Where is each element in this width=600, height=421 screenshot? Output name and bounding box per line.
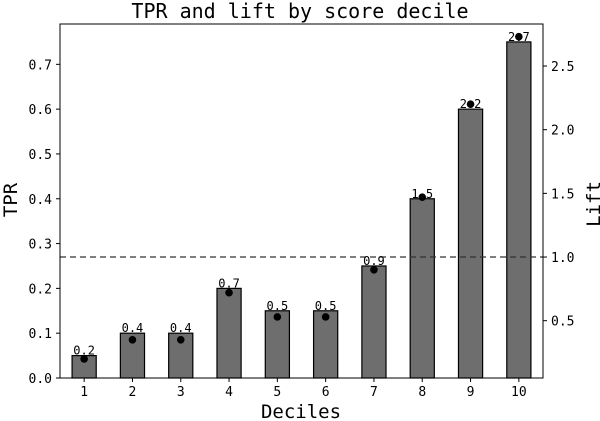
data-label: 0.2 xyxy=(73,344,95,358)
data-label: 0.4 xyxy=(170,321,192,335)
x-tick-label: 6 xyxy=(322,385,330,400)
bar xyxy=(216,287,242,379)
y-ticks: 0.0 0.1 0.2 0.3 0.4 0.5 0.6 0.7 xyxy=(29,58,60,387)
lift-point xyxy=(321,313,330,321)
y-tick-label: 0.4 xyxy=(29,193,53,208)
data-label: 0.5 xyxy=(267,299,289,313)
y-axis-label: TPR xyxy=(0,182,22,217)
data-labels-layer: 0.2 0.4 0.4 0.7 0.5 0.5 0.9 1.5 2.2 2.7 xyxy=(73,30,529,358)
plot-frame xyxy=(59,23,544,379)
data-label: 1.5 xyxy=(411,187,433,201)
x-tick-label: 4 xyxy=(225,385,233,400)
lift-point xyxy=(466,100,475,109)
points-layer xyxy=(80,32,523,363)
bar xyxy=(506,41,532,379)
x-tick-label: 9 xyxy=(467,385,475,400)
x-tick-label: 5 xyxy=(273,385,281,400)
y2-tick-label: 2.0 xyxy=(551,124,574,139)
x-tick-label: 1 xyxy=(80,385,88,400)
lift-point xyxy=(80,355,88,363)
y-tick-label: 0.5 xyxy=(29,148,52,163)
lift-point xyxy=(128,335,137,344)
y2-tick-label: 2.5 xyxy=(551,60,574,75)
bar xyxy=(409,198,435,379)
data-label: 0.9 xyxy=(363,254,385,268)
lift-point xyxy=(225,288,233,297)
y-tick-label: 0.0 xyxy=(29,372,52,387)
data-label: 2.7 xyxy=(508,30,530,44)
lift-point xyxy=(418,193,427,201)
x-tick-label: 10 xyxy=(511,385,527,400)
bar xyxy=(457,108,484,379)
bars-layer xyxy=(71,41,532,379)
y2-tick-label: 1.0 xyxy=(551,251,574,266)
y2-tick-label: 1.5 xyxy=(551,187,574,202)
lift-point xyxy=(370,265,378,274)
x-ticks: 1 2 3 4 5 6 7 8 9 10 xyxy=(80,378,527,400)
x-tick-label: 3 xyxy=(177,385,185,400)
data-label: 0.4 xyxy=(122,321,144,335)
lift-point xyxy=(515,32,523,41)
y-tick-label: 0.2 xyxy=(29,282,52,297)
data-label: 0.7 xyxy=(218,276,240,290)
x-tick-label: 8 xyxy=(418,385,426,400)
chart-title: TPR and lift by score decile xyxy=(131,0,468,23)
y-tick-label: 0.7 xyxy=(29,58,52,73)
lift-point xyxy=(176,335,185,344)
y2-ticks: 0.5 1.0 1.5 2.0 2.5 xyxy=(543,60,574,330)
y2-tick-label: 0.5 xyxy=(551,315,574,330)
x-axis-label: Deciles xyxy=(261,401,341,421)
bar xyxy=(361,265,387,379)
y-tick-label: 0.3 xyxy=(29,238,52,253)
data-label: 0.5 xyxy=(315,299,337,313)
y-tick-label: 0.6 xyxy=(29,103,52,118)
bar xyxy=(312,310,339,379)
lift-point xyxy=(273,313,282,321)
x-tick-label: 7 xyxy=(370,385,378,400)
data-label: 2.2 xyxy=(460,97,482,111)
bar xyxy=(264,310,291,379)
y2-axis-label: Lift xyxy=(583,181,600,227)
x-tick-label: 2 xyxy=(129,385,137,400)
y-tick-label: 0.1 xyxy=(29,327,52,342)
